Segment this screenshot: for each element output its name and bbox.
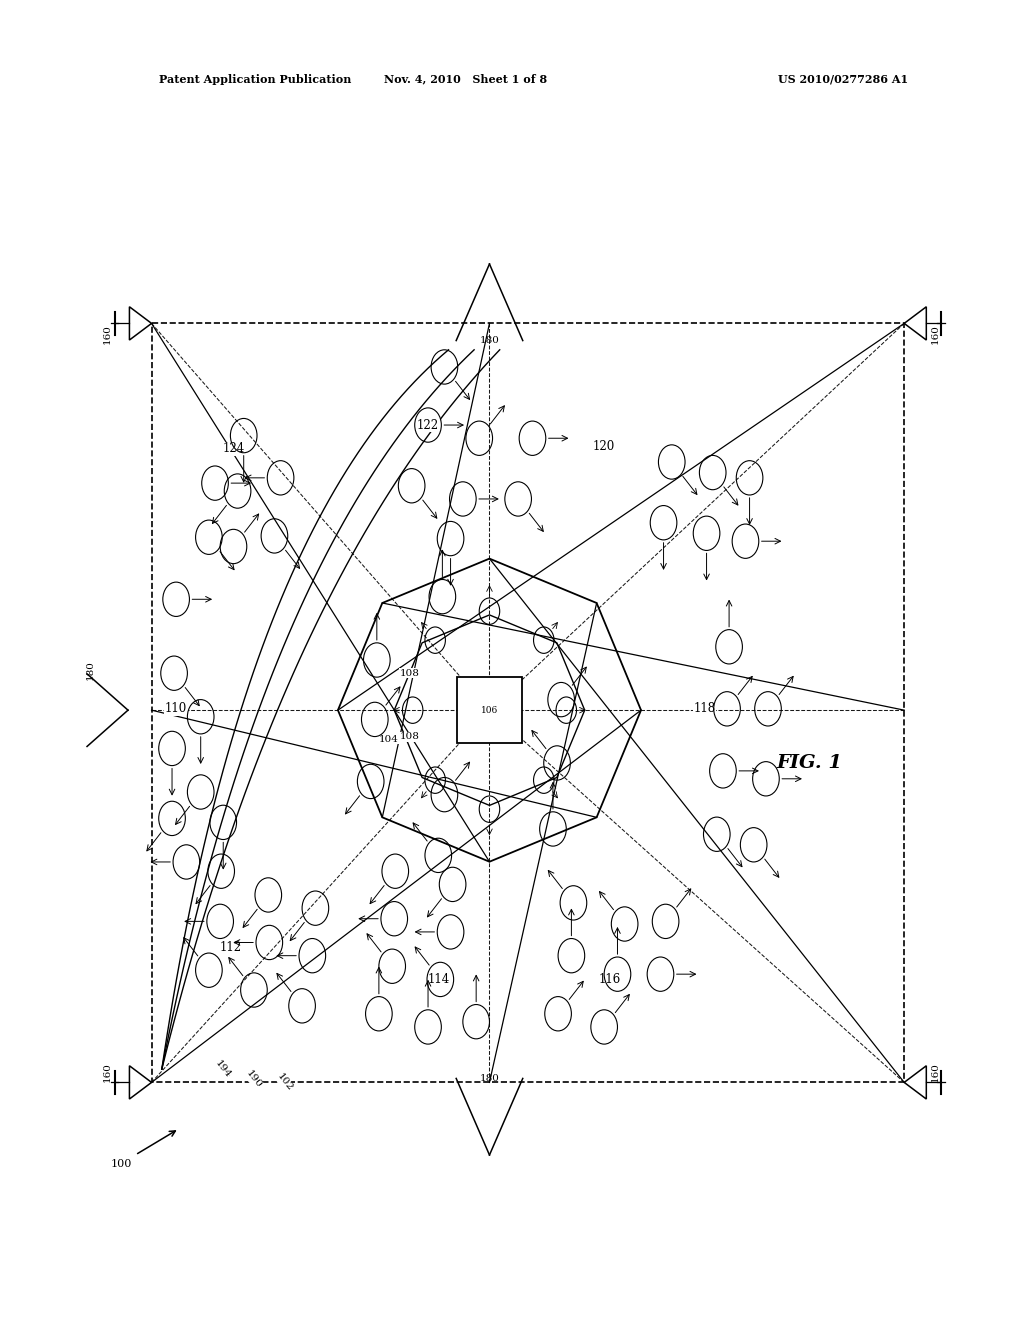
Text: 106: 106 xyxy=(481,706,498,714)
Text: 194: 194 xyxy=(214,1059,232,1080)
Text: 180: 180 xyxy=(479,1074,500,1082)
Text: 120: 120 xyxy=(593,440,615,453)
Text: 102: 102 xyxy=(275,1072,294,1093)
Text: 160: 160 xyxy=(931,1061,939,1082)
Text: 116: 116 xyxy=(598,973,621,986)
Text: US 2010/0277286 A1: US 2010/0277286 A1 xyxy=(778,74,908,84)
Text: 160: 160 xyxy=(931,323,939,345)
Text: 112: 112 xyxy=(219,941,242,954)
Text: 124: 124 xyxy=(222,442,245,455)
Text: 160: 160 xyxy=(103,1061,112,1082)
Text: 104: 104 xyxy=(379,735,399,743)
Text: 180: 180 xyxy=(86,660,94,681)
Text: ⊞: ⊞ xyxy=(484,704,495,717)
Text: 122: 122 xyxy=(417,418,439,432)
Text: 110: 110 xyxy=(165,702,187,715)
Text: 114: 114 xyxy=(427,973,450,986)
Text: Nov. 4, 2010   Sheet 1 of 8: Nov. 4, 2010 Sheet 1 of 8 xyxy=(384,74,548,84)
Text: Patent Application Publication: Patent Application Publication xyxy=(159,74,351,84)
Text: FIG. 1: FIG. 1 xyxy=(776,754,842,772)
Text: 180: 180 xyxy=(479,337,500,345)
Text: 160: 160 xyxy=(103,323,112,345)
Text: 190: 190 xyxy=(245,1069,263,1090)
Bar xyxy=(457,677,522,743)
Text: 100: 100 xyxy=(111,1159,131,1170)
Text: 108: 108 xyxy=(399,669,420,677)
Text: 118: 118 xyxy=(693,702,716,715)
Bar xyxy=(152,323,904,1082)
Text: 108: 108 xyxy=(399,733,420,741)
